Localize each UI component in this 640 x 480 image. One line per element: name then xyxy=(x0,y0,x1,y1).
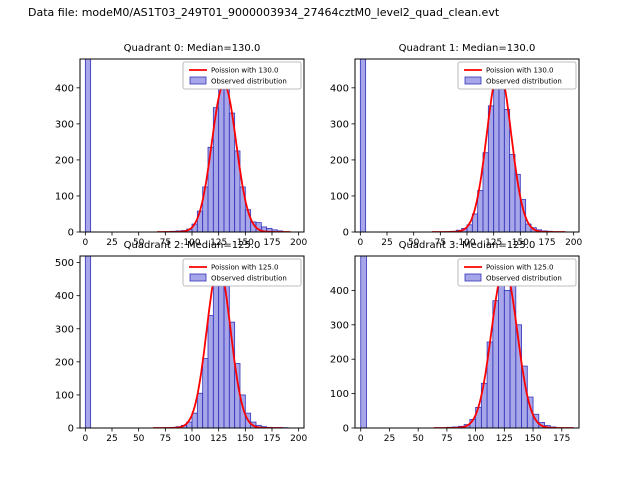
legend-hist-sample xyxy=(189,76,207,85)
quadrant-2-plot: 0 25 50 75 100 125 150 175 200 0 100 200 300 400 500 Po… xyxy=(55,255,308,444)
svg-text:25: 25 xyxy=(106,434,117,444)
y-tick-labels: 0 100 200 300 400 xyxy=(330,83,355,239)
legend-hist-label: Observed distribution xyxy=(486,78,562,86)
svg-text:100: 100 xyxy=(330,389,349,400)
legend: Poission with 130.0 Observed distribution xyxy=(182,61,302,90)
svg-text:0: 0 xyxy=(343,424,349,435)
svg-text:200: 200 xyxy=(55,357,74,368)
svg-text:125: 125 xyxy=(496,434,513,444)
quadrant-2-title: Quadrant 2: Median=125.0 xyxy=(123,240,261,251)
legend-curve-label: Poission with 130.0 xyxy=(486,67,554,75)
x-tick-labels: 0 25 50 75 100 125 150 175 200 xyxy=(82,428,308,444)
svg-text:400: 400 xyxy=(55,83,74,94)
svg-text:300: 300 xyxy=(55,324,74,335)
x-tick-labels: 0 25 50 75 100 125 150 175 xyxy=(358,428,570,444)
y-tick-labels: 0 100 200 300 400 xyxy=(330,286,355,435)
figure-title: Data file: modeM0/AS1T03_249T01_90000039… xyxy=(28,6,500,19)
svg-text:175: 175 xyxy=(263,434,280,444)
svg-text:150: 150 xyxy=(237,238,254,248)
svg-text:500: 500 xyxy=(55,258,74,269)
svg-text:0: 0 xyxy=(68,228,74,239)
svg-text:200: 200 xyxy=(55,155,74,166)
legend-curve-label: Poission with 125.0 xyxy=(486,264,554,272)
quadrant-3-title: Quadrant 3: Median=125.0 xyxy=(398,240,536,251)
svg-text:200: 200 xyxy=(330,155,349,166)
svg-text:150: 150 xyxy=(237,434,254,444)
legend-hist-label: Observed distribution xyxy=(486,275,562,283)
quadrant-3-plot: 0 25 50 75 100 125 150 175 0 100 200 300 400 Poission… xyxy=(330,255,580,444)
svg-text:175: 175 xyxy=(538,238,555,248)
legend-hist-sample xyxy=(189,273,207,282)
svg-text:100: 100 xyxy=(183,434,200,444)
svg-text:125: 125 xyxy=(210,434,227,444)
svg-text:200: 200 xyxy=(290,238,307,248)
svg-text:100: 100 xyxy=(330,191,349,202)
histogram-bars xyxy=(360,256,557,428)
svg-text:0: 0 xyxy=(343,228,349,239)
legend-hist-label: Observed distribution xyxy=(211,275,287,283)
svg-text:150: 150 xyxy=(524,434,541,444)
svg-text:75: 75 xyxy=(435,238,446,248)
legend-hist-sample xyxy=(464,76,482,85)
legend-hist-label: Observed distribution xyxy=(211,78,287,86)
svg-text:0: 0 xyxy=(82,434,88,444)
svg-text:400: 400 xyxy=(330,286,349,297)
svg-text:200: 200 xyxy=(330,355,349,366)
legend-curve-label: Poission with 130.0 xyxy=(211,67,279,75)
svg-text:50: 50 xyxy=(133,434,145,444)
svg-text:100: 100 xyxy=(467,434,484,444)
svg-text:75: 75 xyxy=(441,434,452,444)
svg-text:200: 200 xyxy=(290,434,307,444)
x-tick-labels: 0 25 50 75 100 125 150 175 200 xyxy=(82,232,308,248)
svg-text:100: 100 xyxy=(55,191,74,202)
svg-text:25: 25 xyxy=(106,238,117,248)
svg-text:0: 0 xyxy=(358,434,364,444)
svg-text:300: 300 xyxy=(55,119,74,130)
legend: Poission with 125.0 Observed distribution xyxy=(457,258,577,287)
legend: Poission with 130.0 Observed distribution xyxy=(457,61,577,90)
svg-text:100: 100 xyxy=(458,238,475,248)
legend: Poission with 125.0 Observed distribution xyxy=(182,258,302,287)
y-tick-labels: 0 100 200 300 400 500 xyxy=(55,258,80,435)
svg-text:175: 175 xyxy=(553,434,570,444)
svg-text:125: 125 xyxy=(485,238,502,248)
svg-text:300: 300 xyxy=(330,119,349,130)
axes-spines xyxy=(354,255,580,429)
svg-text:175: 175 xyxy=(263,238,280,248)
svg-text:0: 0 xyxy=(82,238,88,248)
svg-text:125: 125 xyxy=(210,238,227,248)
svg-text:150: 150 xyxy=(512,238,529,248)
svg-text:25: 25 xyxy=(384,434,395,444)
svg-text:0: 0 xyxy=(357,238,363,248)
legend-hist-sample xyxy=(464,273,482,282)
svg-text:400: 400 xyxy=(330,83,349,94)
svg-text:75: 75 xyxy=(160,238,171,248)
svg-text:50: 50 xyxy=(408,238,420,248)
svg-text:400: 400 xyxy=(55,291,74,302)
svg-text:100: 100 xyxy=(55,390,74,401)
svg-text:50: 50 xyxy=(133,238,145,248)
legend-curve-label: Poission with 125.0 xyxy=(211,264,279,272)
svg-text:25: 25 xyxy=(381,238,392,248)
svg-text:100: 100 xyxy=(183,238,200,248)
svg-text:0: 0 xyxy=(68,424,74,435)
quadrant-1-title: Quadrant 1: Median=130.0 xyxy=(398,43,536,54)
y-tick-labels: 0 100 200 300 400 xyxy=(55,83,80,239)
svg-text:300: 300 xyxy=(330,320,349,331)
svg-text:200: 200 xyxy=(565,238,582,248)
x-tick-labels: 0 25 50 75 100 125 150 175 200 xyxy=(357,232,583,248)
quadrant-0-title: Quadrant 0: Median=130.0 xyxy=(123,43,261,54)
quadrant-0-plot: 0 25 50 75 100 125 150 175 200 0 100 200 300 400 Poiss… xyxy=(55,58,308,248)
svg-text:50: 50 xyxy=(412,434,424,444)
quadrant-1-plot: 0 25 50 75 100 125 150 175 200 0 100 200 300 400 Poiss… xyxy=(330,58,583,248)
svg-text:75: 75 xyxy=(160,434,171,444)
histogram-bars xyxy=(359,59,553,232)
